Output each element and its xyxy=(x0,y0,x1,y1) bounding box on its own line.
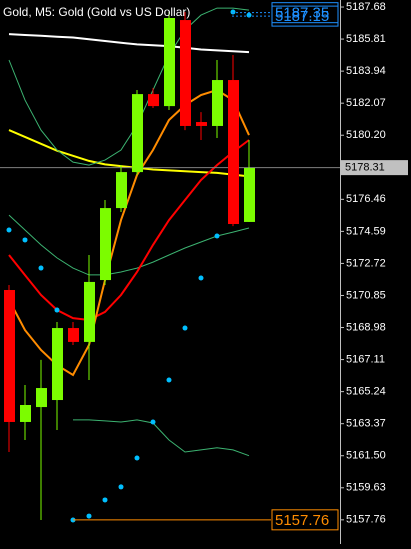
sar-dot xyxy=(214,233,220,239)
candle-body xyxy=(116,172,127,209)
sar-dot xyxy=(166,377,172,383)
y-tick-label: 5168.98 xyxy=(346,321,386,333)
sar-dot xyxy=(38,265,44,271)
candle-body xyxy=(20,405,31,422)
candle-body xyxy=(132,94,143,173)
candle-body xyxy=(228,80,239,225)
candle-body xyxy=(100,208,111,281)
candle-body xyxy=(164,17,175,107)
indicator-line xyxy=(8,88,250,377)
candle-body xyxy=(4,289,15,422)
y-tick-label: 5165.24 xyxy=(346,386,386,398)
indicator-line xyxy=(8,139,250,322)
y-tick-label: 5174.59 xyxy=(346,225,386,237)
indicator-line xyxy=(73,419,250,457)
sar-dot xyxy=(198,275,204,281)
y-tick-label: 5157.76 xyxy=(346,514,386,526)
indicator-line xyxy=(8,7,250,166)
y-tick-label: 5163.37 xyxy=(346,418,386,430)
price-label: 5187.15 xyxy=(275,8,329,25)
sar-dot xyxy=(86,513,92,519)
chart-title: Gold, M5: Gold (Gold vs US Dollar) xyxy=(3,5,190,19)
y-tick-label: 5159.63 xyxy=(346,482,386,494)
price-label: 5187.35 xyxy=(275,5,329,22)
plot-area xyxy=(0,7,340,523)
y-tick-label: 5172.72 xyxy=(346,257,386,269)
y-tick-label: 5182.07 xyxy=(346,97,386,109)
sar-dot xyxy=(182,325,188,331)
current-price-box xyxy=(341,160,408,176)
candle-body xyxy=(244,167,255,222)
candle-body xyxy=(68,328,79,342)
sar-dot xyxy=(150,419,156,425)
price-label: 5157.76 xyxy=(275,512,329,529)
y-tick-label: 5185.81 xyxy=(346,33,386,45)
candle-body xyxy=(148,94,159,107)
sar-dot xyxy=(54,307,60,313)
y-tick-label: 5167.11 xyxy=(346,353,385,365)
y-tick-label: 5161.50 xyxy=(346,450,386,462)
candle-body xyxy=(84,281,95,342)
current-price-label: 5178.31 xyxy=(345,162,385,174)
y-tick-label: 5187.68 xyxy=(346,1,386,13)
sar-dot xyxy=(246,12,252,18)
price-label-box xyxy=(271,5,339,27)
candle-body xyxy=(196,122,207,126)
sar-dot xyxy=(6,227,12,233)
y-tick-label: 5170.85 xyxy=(346,289,386,301)
y-tick-label: 5180.20 xyxy=(346,129,386,141)
sar-dot xyxy=(134,455,140,461)
price-label-box xyxy=(271,509,339,531)
sar-dot xyxy=(230,9,236,15)
indicator-line xyxy=(8,33,250,54)
y-tick-label: 5176.46 xyxy=(346,193,386,205)
candle-body xyxy=(52,328,63,401)
candle-body xyxy=(36,388,47,408)
sar-dot xyxy=(118,484,124,490)
candle-body xyxy=(180,20,191,126)
y-tick-label: 5183.94 xyxy=(346,65,386,77)
sar-dot xyxy=(22,237,28,243)
candle-body xyxy=(212,80,223,126)
sar-dot xyxy=(102,497,108,503)
indicator-line xyxy=(8,214,250,276)
